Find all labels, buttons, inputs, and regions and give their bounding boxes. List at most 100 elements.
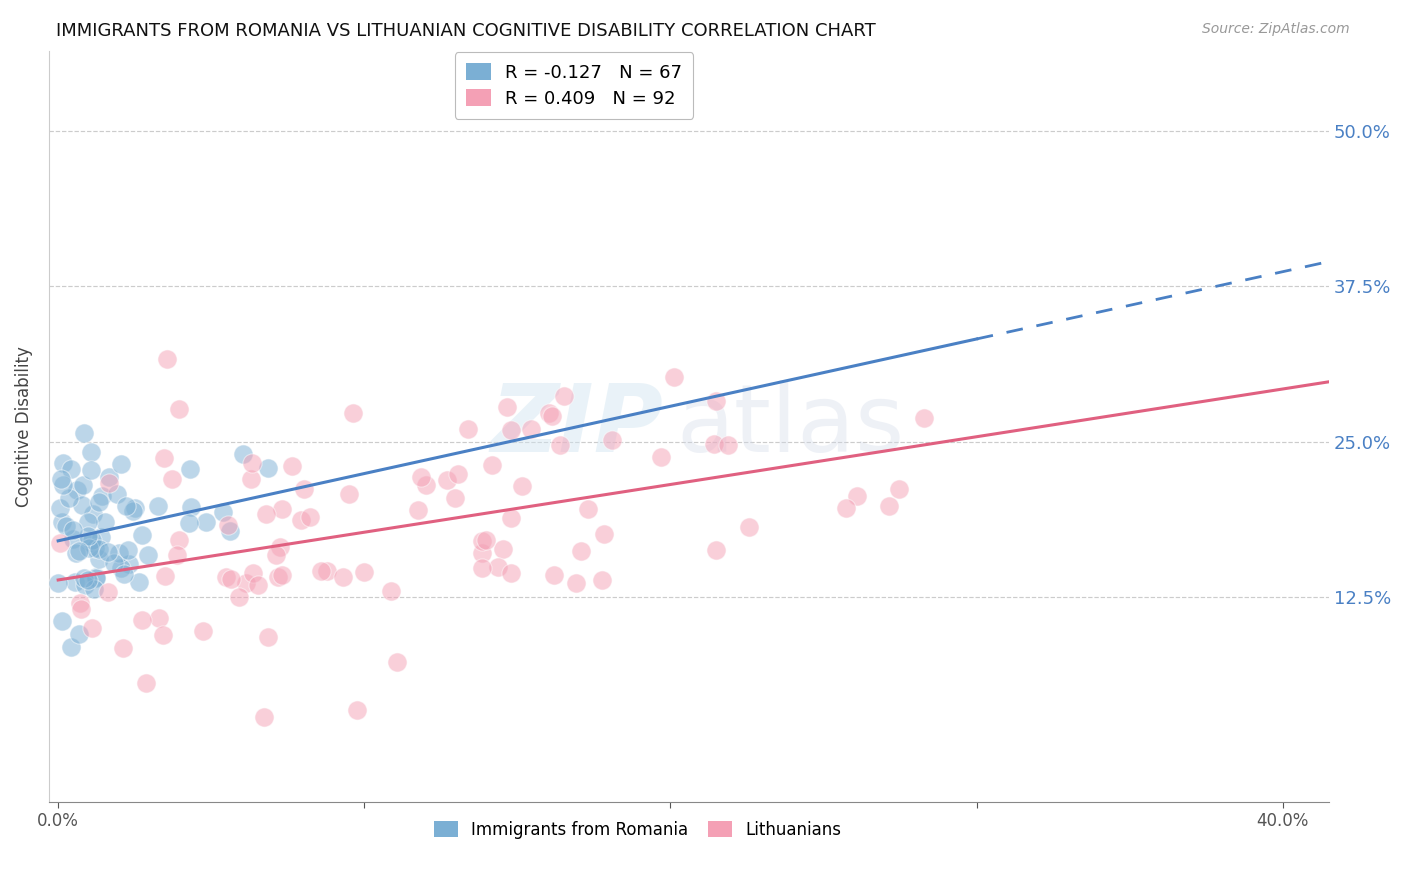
Point <box>80 445 103 459</box>
Point <box>257 461 280 475</box>
Point <box>593 527 616 541</box>
Text: atlas: atlas <box>676 380 904 472</box>
Point <box>91 489 114 503</box>
Point <box>591 573 613 587</box>
Point <box>436 473 458 487</box>
Text: Source: ZipAtlas.com: Source: ZipAtlas.com <box>1202 22 1350 37</box>
Point <box>215 570 238 584</box>
Point <box>342 406 364 420</box>
Point <box>565 575 588 590</box>
Point <box>67 627 90 641</box>
Point <box>232 447 254 461</box>
Point <box>257 631 280 645</box>
Point <box>121 504 143 518</box>
Point <box>77 541 100 555</box>
Point <box>52 477 75 491</box>
Point <box>124 500 146 515</box>
Point <box>191 624 214 638</box>
Point <box>217 517 239 532</box>
Point <box>87 542 110 557</box>
Point <box>501 423 523 437</box>
Point <box>48 500 70 515</box>
Point <box>281 458 304 473</box>
Point <box>87 495 110 509</box>
Point <box>179 462 201 476</box>
Point <box>70 498 93 512</box>
Point <box>97 585 120 599</box>
Point <box>76 573 98 587</box>
Point <box>492 541 515 556</box>
Point <box>447 467 470 482</box>
Text: IMMIGRANTS FROM ROMANIA VS LITHUANIAN COGNITIVE DISABILITY CORRELATION CHART: IMMIGRANTS FROM ROMANIA VS LITHUANIAN CO… <box>56 22 876 40</box>
Point <box>409 469 432 483</box>
Point <box>290 514 312 528</box>
Point <box>332 570 354 584</box>
Point <box>194 515 217 529</box>
Point <box>218 524 240 538</box>
Point <box>408 503 430 517</box>
Point <box>153 451 176 466</box>
Point <box>72 571 94 585</box>
Point <box>471 546 494 560</box>
Point <box>600 433 623 447</box>
Point <box>131 613 153 627</box>
Point <box>65 546 87 560</box>
Point <box>242 566 264 581</box>
Point <box>738 520 761 534</box>
Point <box>177 516 200 531</box>
Point <box>80 533 103 547</box>
Point <box>664 370 686 384</box>
Point <box>578 502 600 516</box>
Point <box>62 532 84 546</box>
Point <box>148 611 170 625</box>
Point <box>98 476 121 491</box>
Point <box>90 530 112 544</box>
Point <box>148 499 170 513</box>
Point <box>457 422 479 436</box>
Point <box>550 438 572 452</box>
Point <box>110 560 132 574</box>
Point <box>115 499 138 513</box>
Point <box>112 566 135 581</box>
Point <box>117 543 139 558</box>
Point <box>256 507 278 521</box>
Point <box>887 482 910 496</box>
Point <box>94 516 117 530</box>
Point <box>444 491 467 505</box>
Point <box>387 656 409 670</box>
Point <box>219 572 242 586</box>
Point <box>212 505 235 519</box>
Point <box>415 478 437 492</box>
Point <box>235 576 257 591</box>
Point <box>162 472 184 486</box>
Point <box>60 640 83 654</box>
Point <box>103 556 125 570</box>
Point <box>271 567 294 582</box>
Point <box>167 402 190 417</box>
Point <box>553 389 575 403</box>
Y-axis label: Cognitive Disability: Cognitive Disability <box>15 346 32 507</box>
Point <box>309 564 332 578</box>
Point <box>717 438 740 452</box>
Point <box>84 541 107 555</box>
Point <box>49 535 72 549</box>
Point <box>474 533 496 548</box>
Point <box>51 456 73 470</box>
Point <box>510 479 533 493</box>
Point <box>228 590 250 604</box>
Point <box>55 519 77 533</box>
Legend: Immigrants from Romania, Lithuanians: Immigrants from Romania, Lithuanians <box>427 814 848 846</box>
Point <box>97 545 120 559</box>
Point <box>264 548 287 562</box>
Point <box>51 515 73 529</box>
Point <box>152 627 174 641</box>
Point <box>86 571 108 585</box>
Point <box>108 546 131 560</box>
Point <box>131 527 153 541</box>
Point <box>520 422 543 436</box>
Point <box>155 569 177 583</box>
Point <box>538 406 561 420</box>
Point <box>80 463 103 477</box>
Point <box>299 509 322 524</box>
Point <box>156 352 179 367</box>
